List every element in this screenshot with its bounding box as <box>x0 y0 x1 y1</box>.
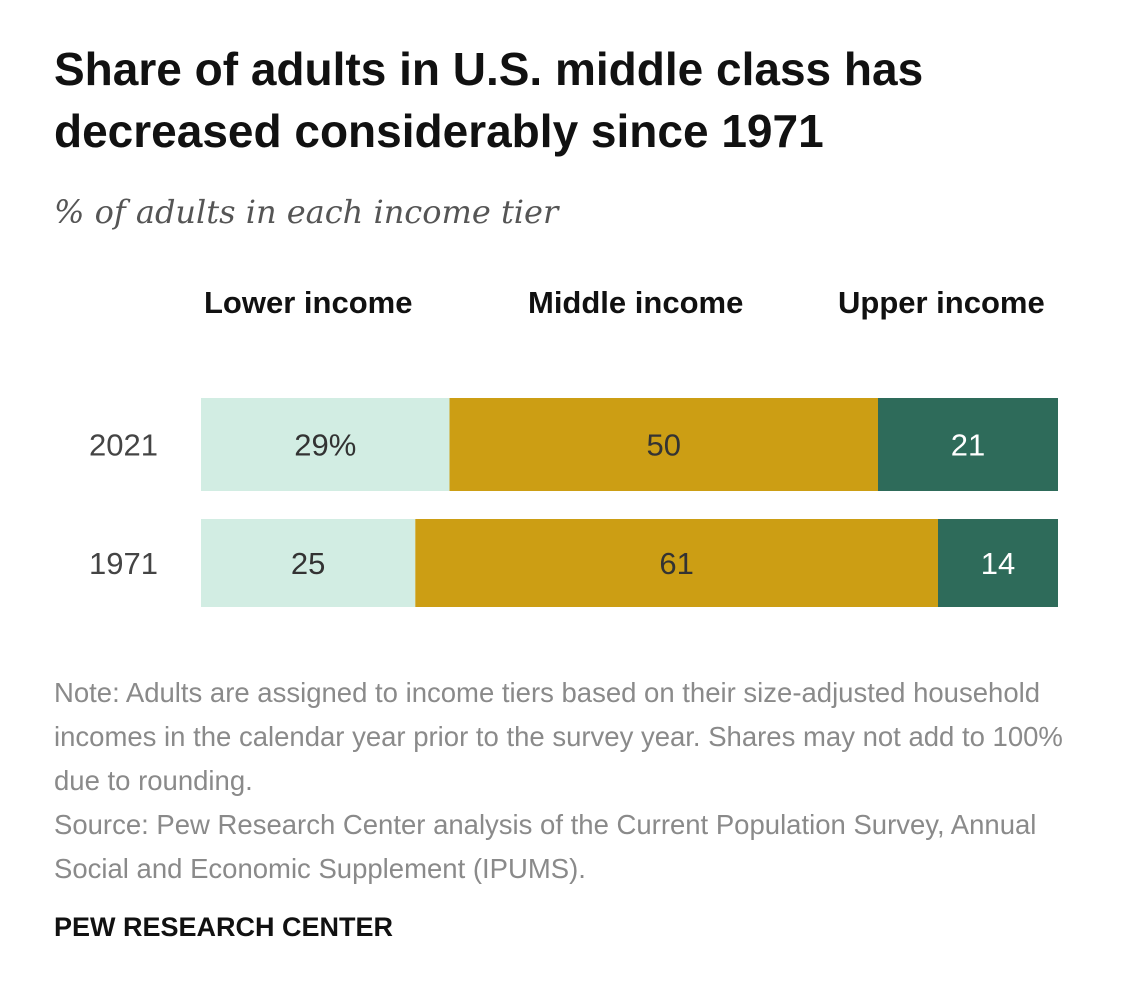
note-text: Note: Adults are assigned to income tier… <box>54 677 1063 796</box>
bar-1971-upper-income <box>938 519 1058 607</box>
brand-logo-text: PEW RESEARCH CENTER <box>54 912 394 942</box>
bar-1971-middle-income <box>415 519 939 607</box>
data-label-2021-upper-income: 21 <box>951 428 985 463</box>
legend-upper-income: Upper income <box>838 285 1045 320</box>
y-tick-label-2021: 2021 <box>89 428 158 463</box>
bar-2021-lower-income <box>201 398 450 491</box>
data-label-1971-upper-income: 14 <box>981 546 1015 581</box>
bar-1971-lower-income <box>201 519 416 607</box>
legend-lower-income: Lower income <box>204 285 413 320</box>
chart-subtitle: % of adults in each income tier <box>54 193 559 231</box>
y-tick-label-1971: 1971 <box>89 546 158 581</box>
source-text: Source: Pew Research Center analysis of … <box>54 809 1037 884</box>
chart-title: Share of adults in U.S. middle class has… <box>54 43 924 157</box>
footnote: Note: Adults are assigned to income tier… <box>54 671 1094 891</box>
data-label-2021-lower-income: 29% <box>294 428 356 463</box>
legend-middle-income: Middle income <box>528 285 744 320</box>
data-label-1971-lower-income: 25 <box>291 546 325 581</box>
data-label-2021-middle-income: 50 <box>647 428 681 463</box>
data-label-1971-middle-income: 61 <box>659 546 693 581</box>
bar-2021-middle-income <box>449 398 878 491</box>
bar-2021-upper-income <box>878 398 1058 491</box>
